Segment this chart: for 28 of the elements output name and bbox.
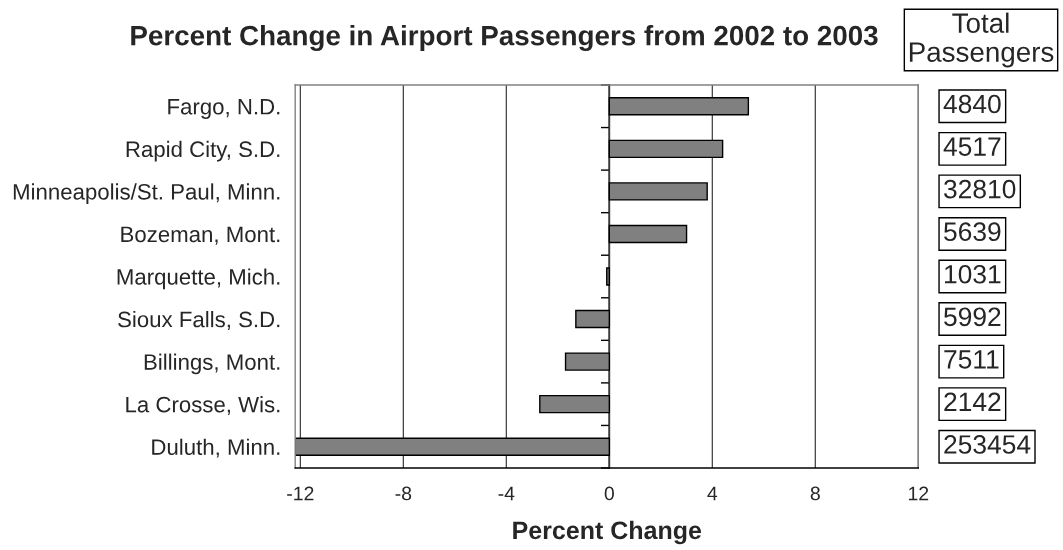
text: 2142	[944, 392, 1001, 411]
x-tick-label: -4	[498, 486, 515, 501]
text: 1031	[945, 264, 1001, 284]
text: 4840	[943, 94, 1001, 114]
x-tick-label: 8	[810, 486, 820, 501]
x-tick-label: -8	[395, 486, 412, 501]
x-tick-label: -12	[287, 486, 314, 501]
y-tick-label: Sioux Falls, S.D.	[118, 311, 280, 330]
text: 32810	[944, 179, 1016, 199]
x-tick-label: 0	[604, 486, 614, 501]
y-tick-label: La Crosse, Wis.	[126, 396, 280, 416]
x-axis-title: Percent Change	[513, 520, 702, 545]
x-tick-label: 12	[908, 486, 929, 501]
y-tick-label: Marquette, Mich.	[117, 268, 280, 290]
text: 5639	[944, 222, 1001, 242]
x-tick-label: 4	[707, 486, 718, 501]
text: 253454	[944, 435, 1031, 454]
y-tick-label: Minneapolis/St. Paul, Minn.	[13, 183, 280, 205]
y-tick-label: Rapid City, S.D.	[126, 140, 280, 162]
y-tick-label: Bozeman, Mont.	[121, 226, 280, 245]
text: 7511	[944, 350, 999, 369]
chart-title: Percent Change in Airport Passengers from 2002 to 2003	[131, 25, 878, 52]
y-tick-label: Fargo, N.D.	[168, 99, 280, 119]
y-tick-label: Duluth, Minn.	[152, 438, 280, 458]
text: 5992	[944, 307, 1001, 327]
y-tick-label: Billings, Mont.	[144, 353, 280, 375]
text: Total Passengers	[909, 12, 1054, 68]
text: 4517	[943, 137, 1001, 156]
